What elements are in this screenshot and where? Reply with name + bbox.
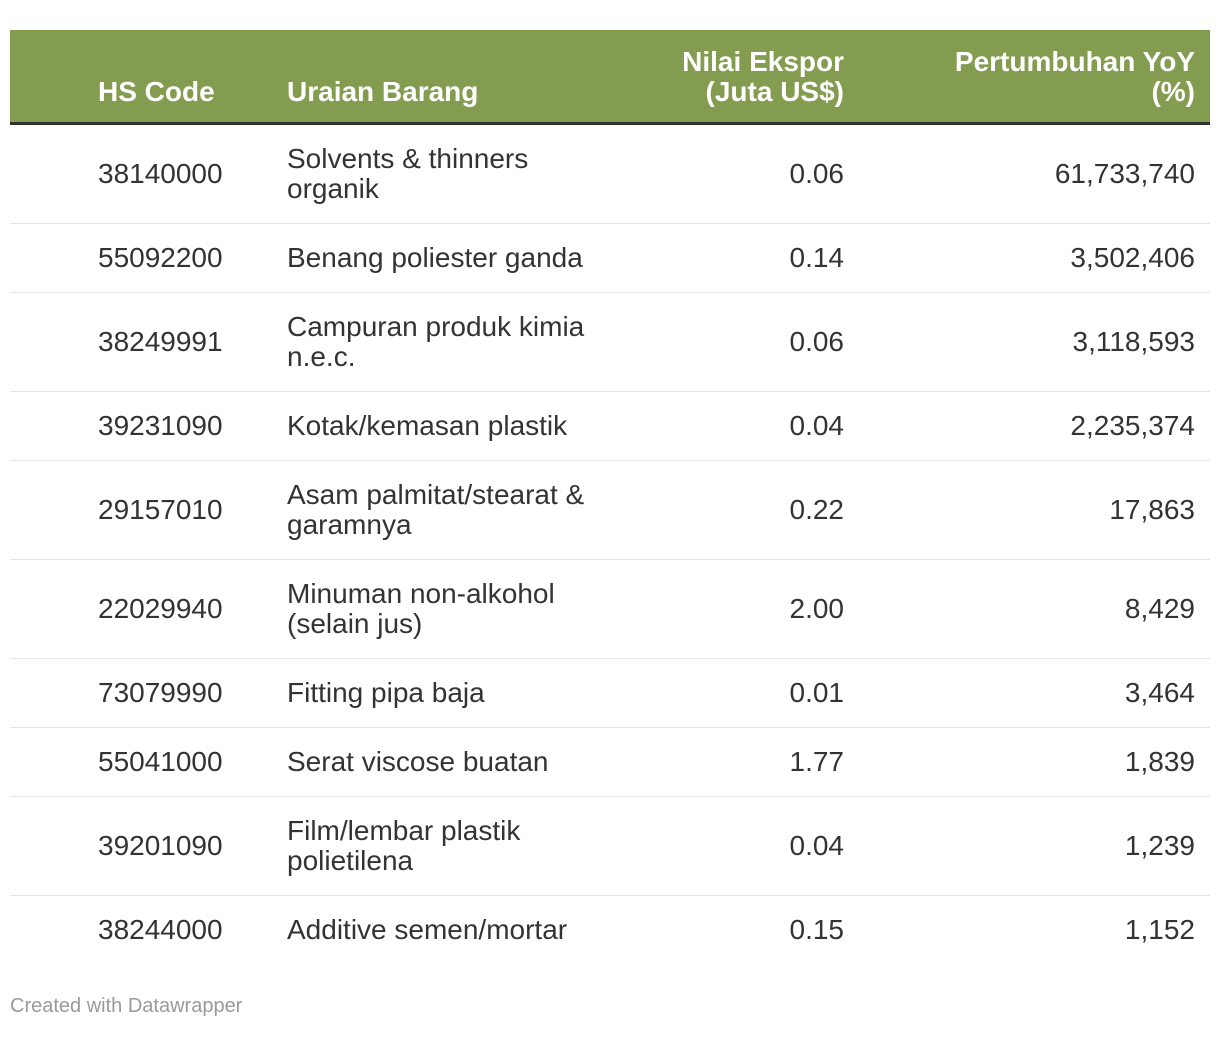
cell-uraian-barang: Fitting pipa baja bbox=[252, 658, 600, 728]
cell-uraian-barang: Solvents & thinners organik bbox=[252, 123, 600, 224]
cell-uraian-barang: Campuran produk kimia n.e.c. bbox=[252, 292, 600, 392]
cell-hs-code: 38244000 bbox=[98, 914, 223, 945]
cell-nilai-ekspor: 0.04 bbox=[600, 391, 852, 461]
table-row: 22029940 Minuman non-alkohol (selain jus… bbox=[10, 559, 1210, 659]
cell-pertumbuhan-yoy: 8,429 bbox=[852, 559, 1210, 659]
cell-pertumbuhan-yoy: 17,863 bbox=[852, 460, 1210, 560]
cell-nilai-ekspor: 0.14 bbox=[600, 223, 852, 293]
cell-pertumbuhan-yoy: 2,235,374 bbox=[852, 391, 1210, 461]
column-header-nilai-ekspor: Nilai Ekspor (Juta US$) bbox=[600, 30, 852, 125]
column-header-uraian-barang: Uraian Barang bbox=[252, 30, 600, 125]
cell-hs-code: 55041000 bbox=[10, 727, 252, 797]
cell-uraian-barang: Benang poliester ganda bbox=[252, 223, 600, 293]
cell-hs-code: 38140000 bbox=[10, 123, 252, 224]
cell-hs-code: 73079990 bbox=[10, 658, 252, 728]
cell-nilai-ekspor: 0.15 bbox=[789, 914, 845, 945]
datawrapper-link[interactable]: Datawrapper bbox=[127, 995, 243, 1017]
cell-hs-code: 55092200 bbox=[10, 223, 252, 293]
table-row: 38140000 Solvents & thinners organik 0.0… bbox=[10, 123, 1210, 224]
datawrapper-table-chart: HS Code Uraian Barang Nilai Ekspor (Juta… bbox=[10, 30, 1210, 1018]
cell-nilai-ekspor: 0.01 bbox=[600, 658, 852, 728]
cell-uraian-barang: Serat viscose buatan bbox=[252, 727, 600, 797]
cell-hs-code: 38249991 bbox=[10, 292, 252, 392]
cell-pertumbuhan-yoy: 1,152 bbox=[1124, 914, 1195, 945]
cell-uraian-barang: Film/lembar plastik polietilena bbox=[252, 796, 600, 896]
cell-nilai-ekspor: 0.22 bbox=[600, 460, 852, 560]
cell-nilai-ekspor: 0.06 bbox=[600, 123, 852, 224]
cell-uraian-barang: Kotak/kemasan plastik bbox=[252, 391, 600, 461]
cell-pertumbuhan-yoy: 61,733,740 bbox=[852, 123, 1210, 224]
column-header-pertumbuhan-yoy: Pertumbuhan YoY (%) bbox=[852, 30, 1210, 125]
cell-nilai-ekspor: 0.04 bbox=[600, 796, 852, 896]
cell-nilai-ekspor: 2.00 bbox=[600, 559, 852, 659]
cell-hs-code: 39201090 bbox=[10, 796, 252, 896]
export-table: HS Code Uraian Barang Nilai Ekspor (Juta… bbox=[10, 30, 1210, 964]
cell-pertumbuhan-yoy: 3,502,406 bbox=[852, 223, 1210, 293]
table-row: 55092200 Benang poliester ganda 0.14 3,5… bbox=[10, 223, 1210, 293]
table-row: 29157010 Asam palmitat/stearat & garamny… bbox=[10, 460, 1210, 560]
cell-pertumbuhan-yoy: 1,839 bbox=[852, 727, 1210, 797]
table-row: 39231090 Kotak/kemasan plastik 0.04 2,23… bbox=[10, 391, 1210, 461]
cell-hs-code: 39231090 bbox=[10, 391, 252, 461]
table-row: 55041000 Serat viscose buatan 1.77 1,839 bbox=[10, 727, 1210, 797]
column-header-hs-code: HS Code bbox=[10, 30, 252, 125]
cell-uraian-barang: Asam palmitat/stearat & garamnya bbox=[252, 460, 600, 560]
table-header-row: HS Code Uraian Barang Nilai Ekspor (Juta… bbox=[10, 30, 1210, 125]
cell-uraian-barang: Minuman non-alkohol (selain jus) bbox=[252, 559, 600, 659]
cell-uraian-barang: Additive semen/mortar bbox=[287, 914, 568, 945]
cell-pertumbuhan-yoy: 3,118,593 bbox=[852, 292, 1210, 392]
cell-nilai-ekspor: 0.06 bbox=[600, 292, 852, 392]
table-row: 73079990 Fitting pipa baja 0.01 3,464 bbox=[10, 658, 1210, 728]
cell-hs-code: 29157010 bbox=[10, 460, 252, 560]
cell-hs-code: 22029940 bbox=[10, 559, 252, 659]
table-row: 38249991 Campuran produk kimia n.e.c. 0.… bbox=[10, 292, 1210, 392]
table-row: 39201090 Film/lembar plastik polietilena… bbox=[10, 796, 1210, 896]
footer-credit: Created with Datawrapper bbox=[10, 994, 1210, 1018]
cell-pertumbuhan-yoy: 1,239 bbox=[852, 796, 1210, 896]
footer-credit-text: Created with bbox=[10, 995, 128, 1017]
cell-pertumbuhan-yoy: 3,464 bbox=[852, 658, 1210, 728]
table-row: 38244000 Additive semen/mortar 0.15 1,15… bbox=[10, 896, 1210, 965]
cell-nilai-ekspor: 1.77 bbox=[600, 727, 852, 797]
